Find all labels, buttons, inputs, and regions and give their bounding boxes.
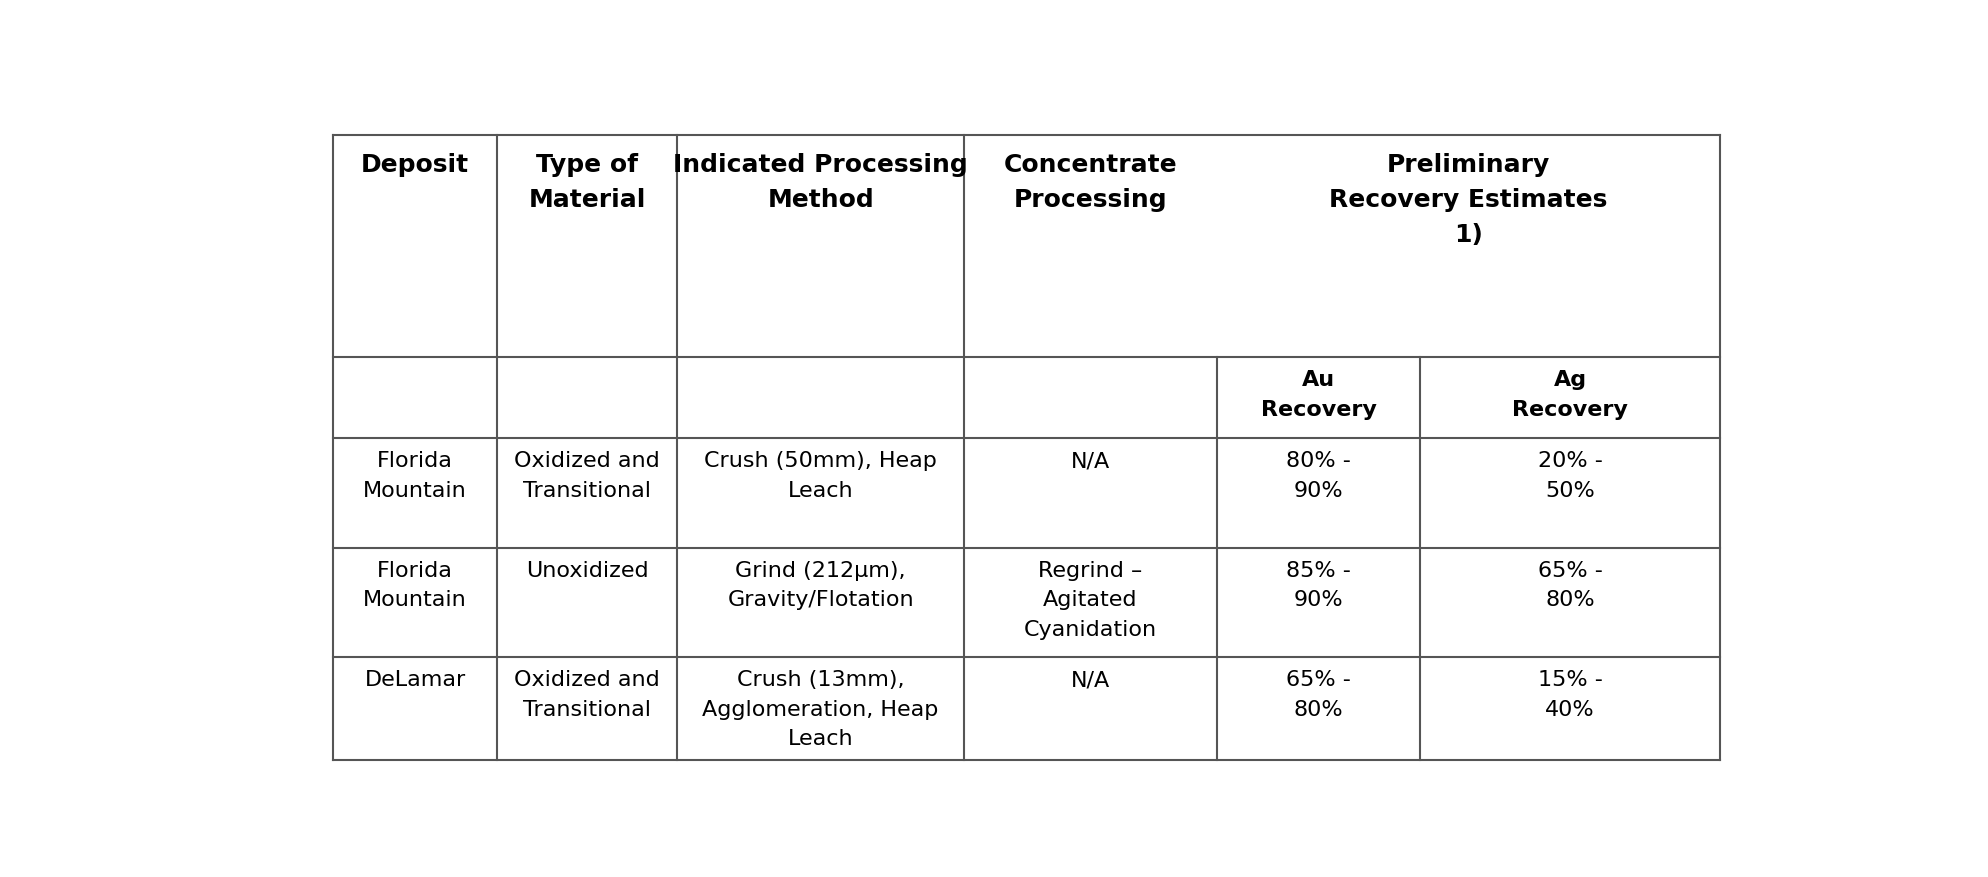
Text: DeLamar: DeLamar bbox=[364, 669, 465, 689]
Text: 20% -
50%: 20% - 50% bbox=[1537, 451, 1602, 500]
Text: Florida
Mountain: Florida Mountain bbox=[364, 451, 467, 500]
Text: Preliminary
Recovery Estimates
1): Preliminary Recovery Estimates 1) bbox=[1330, 153, 1608, 247]
Text: Ag
Recovery: Ag Recovery bbox=[1513, 369, 1628, 419]
Text: Crush (50mm), Heap
Leach: Crush (50mm), Heap Leach bbox=[704, 451, 936, 500]
Text: Au
Recovery: Au Recovery bbox=[1260, 369, 1376, 419]
Text: Unoxidized: Unoxidized bbox=[525, 560, 648, 580]
Text: Indicated Processing
Method: Indicated Processing Method bbox=[674, 153, 968, 212]
Text: Deposit: Deposit bbox=[362, 153, 469, 176]
Text: Type of
Material: Type of Material bbox=[529, 153, 646, 212]
Text: N/A: N/A bbox=[1072, 451, 1109, 471]
Text: Regrind –
Agitated
Cyanidation: Regrind – Agitated Cyanidation bbox=[1024, 560, 1157, 639]
Text: Oxidized and
Transitional: Oxidized and Transitional bbox=[515, 669, 660, 719]
Text: Concentrate
Processing: Concentrate Processing bbox=[1004, 153, 1177, 212]
Text: 65% -
80%: 65% - 80% bbox=[1537, 560, 1602, 610]
Text: Oxidized and
Transitional: Oxidized and Transitional bbox=[515, 451, 660, 500]
Text: Crush (13mm),
Agglomeration, Heap
Leach: Crush (13mm), Agglomeration, Heap Leach bbox=[702, 669, 938, 748]
Text: 80% -
90%: 80% - 90% bbox=[1286, 451, 1352, 500]
Text: 15% -
40%: 15% - 40% bbox=[1537, 669, 1602, 719]
Text: 85% -
90%: 85% - 90% bbox=[1286, 560, 1352, 610]
Text: N/A: N/A bbox=[1072, 669, 1109, 689]
Text: Florida
Mountain: Florida Mountain bbox=[364, 560, 467, 610]
Text: Grind (212μm),
Gravity/Flotation: Grind (212μm), Gravity/Flotation bbox=[728, 560, 914, 610]
Text: 65% -
80%: 65% - 80% bbox=[1286, 669, 1352, 719]
